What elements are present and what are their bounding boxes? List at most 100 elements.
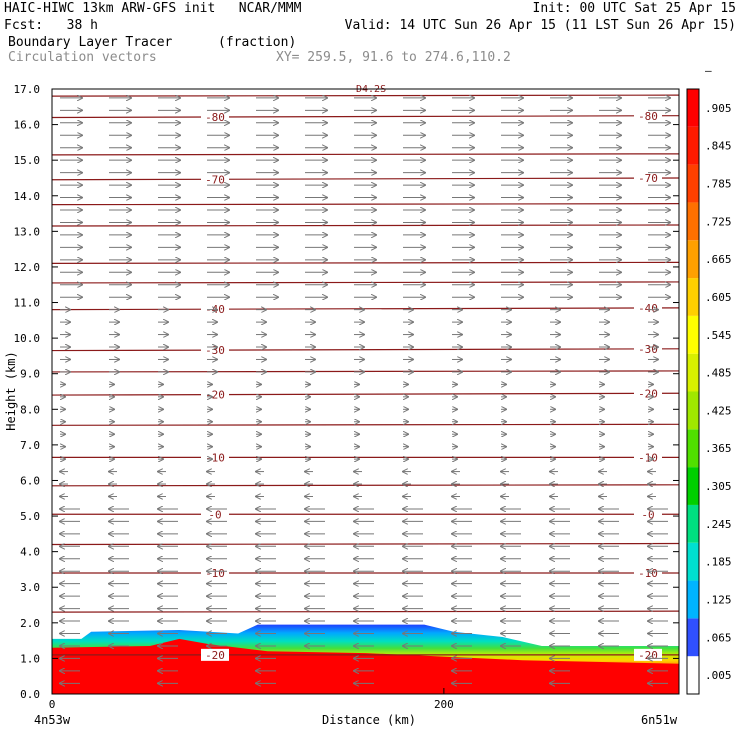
- header-valid-time: Valid: 14 UTC Sun 26 Apr 15 (11 LST Sun …: [344, 18, 736, 33]
- colorbar-segment: [687, 89, 699, 127]
- colorbar-segment: [687, 353, 699, 392]
- header-init: Init: 00 UTC Sat 25 Apr 15: [532, 1, 737, 16]
- contour-label: -40: [638, 302, 658, 315]
- colorbar-label: .185: [705, 556, 732, 569]
- colorbar-segment: [687, 504, 699, 543]
- colorbar-frame: [686, 88, 700, 695]
- y-tick-label: 1.0: [20, 652, 40, 665]
- contour-line: [51, 261, 680, 264]
- contour-label: -30: [205, 344, 225, 357]
- field-name: Boundary Layer Tracer: [8, 35, 173, 50]
- colorbar-segment: [687, 542, 699, 581]
- colorbar-segment: [687, 126, 699, 165]
- colorbar-label: .905: [705, 102, 732, 115]
- contour-line: [51, 115, 680, 119]
- contour-line: [51, 203, 680, 206]
- y-tick-label: 7.0: [20, 439, 40, 452]
- contour-label: -10: [205, 451, 225, 464]
- cross-section-xy: XY= 259.5, 91.6 to 274.6,110.2: [276, 50, 511, 65]
- contour-line: [51, 224, 680, 227]
- header-forecast-hour: Fcst: 38 h: [4, 18, 98, 33]
- contour-label: -10: [638, 451, 658, 464]
- colorbar-segment: [687, 164, 699, 203]
- y-tick-label: 13.0: [14, 225, 41, 238]
- contour-label: -10: [205, 567, 225, 580]
- temperature-contours: -80 -80-70 -70-40 -40-30 -30-20 -20-10 -10-0 -0…: [51, 84, 680, 662]
- colorbar-segment: [687, 391, 699, 430]
- x-tick-label: 200: [434, 698, 454, 711]
- contour-label-bg: [201, 173, 229, 186]
- contour-line: [51, 484, 680, 487]
- contour-label: -10: [638, 567, 658, 580]
- contour-label: -20: [205, 389, 225, 402]
- x-tick-label: 0: [49, 698, 56, 711]
- y-tick-label: 10.0: [14, 332, 41, 345]
- colorbar-label: .785: [705, 178, 732, 191]
- colorbar-label: .425: [705, 404, 732, 417]
- vector-field-name: Circulation vectors: [8, 50, 157, 65]
- colorbar-label: .365: [705, 442, 732, 455]
- contour-line: [51, 94, 680, 97]
- contour-label: -0: [641, 508, 654, 521]
- contour-label: -30: [638, 343, 658, 356]
- contour-label: -70: [205, 173, 225, 186]
- contour-line: [51, 610, 680, 613]
- colorbar-segment: [687, 656, 699, 694]
- contour-label: -70: [638, 172, 658, 185]
- colorbar-segment: [687, 315, 699, 354]
- contour-line: [51, 177, 680, 181]
- header-title: HAIC-HIWC 13km ARW-GFS init NCAR/MMM: [4, 1, 302, 16]
- y-tick-label: 2.0: [20, 617, 40, 630]
- y-tick-label: 4.0: [20, 546, 40, 559]
- colorbar-label: .245: [705, 518, 732, 531]
- contour-line: [51, 370, 680, 373]
- y-tick-label: 11.0: [14, 297, 41, 310]
- colorbar-label: .725: [705, 215, 732, 228]
- y-tick-label: 12.0: [14, 261, 41, 274]
- contour-line: [51, 348, 680, 352]
- y-tick-label: 5.0: [20, 510, 40, 523]
- colorbar-segment: [687, 429, 699, 468]
- contour-line: [51, 153, 680, 156]
- contour-label: -20: [205, 649, 225, 662]
- colorbar-label: .845: [705, 140, 732, 153]
- y-tick-label: 0.0: [20, 688, 40, 701]
- circulation-vectors: [60, 98, 670, 683]
- colorbar-label: –: [705, 64, 712, 77]
- y-tick-label: 14.0: [14, 190, 41, 203]
- colorbar-label: .605: [705, 291, 732, 304]
- contour-label-bg: [634, 648, 662, 661]
- contour-label: -80: [638, 110, 658, 123]
- contour-line: [51, 281, 680, 284]
- colorbar-label: .305: [705, 480, 732, 493]
- contour-label: -20: [638, 387, 658, 400]
- colorbar-label: .485: [705, 367, 732, 380]
- colorbar-label: .005: [705, 669, 732, 682]
- colorbar-segment: [687, 240, 699, 279]
- colorbar-segment: [687, 467, 699, 505]
- colorbar-label: .545: [705, 329, 732, 342]
- colorbar-label: .125: [705, 593, 732, 606]
- contour-label: -0: [208, 508, 221, 521]
- y-axis-label: Height (km): [4, 351, 18, 430]
- y-tick-label: 3.0: [20, 581, 40, 594]
- x-end-label-right: 6n51w: [641, 713, 678, 727]
- y-tick-label: 17.0: [14, 83, 41, 96]
- y-tick-label: 9.0: [20, 368, 40, 381]
- colorbar-label: .065: [705, 631, 732, 644]
- colorbar-segment: [687, 618, 699, 657]
- y-tick-label: 15.0: [14, 154, 41, 167]
- contour-label-bg: [201, 111, 229, 124]
- colorbar: .005 .065 .125 .185 .245 .305 .365 .425 .485 .545…: [686, 64, 732, 695]
- plot-frame: [51, 88, 680, 695]
- field-unit: (fraction): [218, 35, 297, 50]
- contour-label-bg: [634, 109, 662, 122]
- contour-label-bg: [201, 648, 229, 661]
- contour-label: -80: [205, 111, 225, 124]
- contour-label-bg: [634, 508, 662, 521]
- contour-label-bg: [634, 172, 662, 185]
- contour-label-bg: [634, 387, 662, 400]
- axes: 0.0 1.0 2.0 3.0 4.0 5.0 6.0 7.0 8.0 9.0 10.0 11.0 12…: [4, 83, 680, 727]
